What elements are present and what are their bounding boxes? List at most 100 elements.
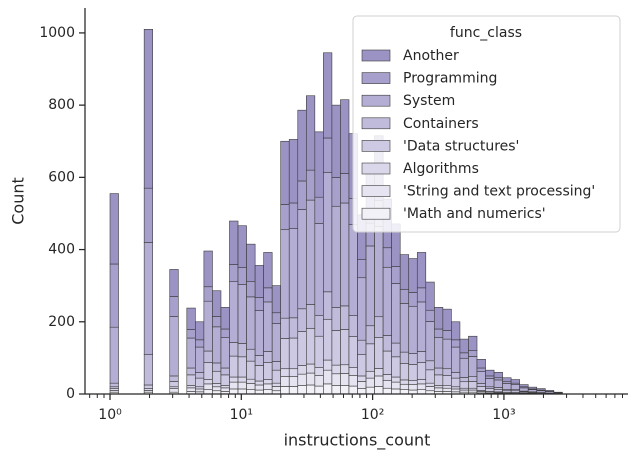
bar-segment: [314, 375, 324, 387]
bar-segment: [408, 353, 418, 365]
bar-segment: [451, 388, 461, 393]
bar-segment: [434, 307, 444, 330]
bar-segment: [263, 383, 273, 390]
bar-segment: [263, 351, 273, 363]
bar-segment: [408, 258, 418, 293]
bar-segment: [468, 389, 478, 393]
legend-label: System: [403, 93, 455, 109]
legend-box: [352, 15, 621, 233]
bar-segment: [195, 339, 205, 348]
bar-segment: [425, 382, 435, 387]
bar-segment: [408, 364, 418, 381]
bar-segment: [510, 379, 520, 384]
bar-segment: [391, 266, 401, 284]
bar-segment: [399, 383, 410, 390]
bar-segment: [425, 386, 435, 392]
bar-segment: [323, 359, 333, 371]
bar-segment: [203, 383, 213, 390]
bar-segment: [502, 377, 512, 383]
bar-segment: [288, 317, 299, 339]
legend-label: 'Math and numerics': [403, 206, 546, 222]
bar-segment: [348, 315, 358, 337]
bar-segment: [476, 359, 486, 369]
bar-segment: [195, 377, 205, 388]
bar-segment: [186, 307, 196, 330]
bar-segment: [246, 383, 256, 390]
legend-swatch: [361, 207, 391, 220]
bar-segment: [365, 377, 375, 388]
bar-segment: [280, 368, 290, 377]
bar-segment: [348, 385, 358, 395]
bar-segment: [493, 379, 503, 388]
bar-segment: [468, 335, 478, 351]
bar-segment: [297, 373, 307, 386]
bar-segment: [246, 389, 256, 395]
bar-segment: [220, 307, 230, 330]
bar-segment: [254, 265, 264, 298]
bar-segment: [485, 388, 495, 392]
bar-segment: [263, 379, 273, 385]
bar-segment: [297, 331, 307, 366]
bar-segment: [382, 335, 392, 352]
bar-segment: [280, 317, 290, 339]
x-tick-label: 10³: [492, 407, 515, 423]
bar-segment: [365, 386, 375, 395]
bar-segment: [263, 301, 273, 352]
legend-swatch: [361, 117, 391, 130]
bar-segment: [314, 335, 324, 368]
bar-segment: [536, 388, 546, 391]
bar-segment: [510, 384, 520, 390]
bar-segment: [425, 281, 435, 311]
bar-segment: [519, 387, 529, 392]
bar-segment: [340, 385, 350, 395]
bar-segment: [391, 356, 401, 378]
bar-segment: [169, 269, 179, 297]
bar-segment: [220, 374, 230, 386]
legend-swatch: [361, 140, 391, 152]
bar-segment: [314, 196, 324, 224]
bar-segment: [416, 252, 427, 289]
bar-segment: [254, 310, 264, 356]
bar-segment: [485, 378, 495, 388]
bar-segment: [493, 372, 503, 379]
bar-segment: [271, 285, 281, 314]
bar-segment: [331, 205, 341, 308]
bar-segment: [288, 139, 299, 204]
bar-segment: [220, 337, 230, 369]
bar-segment: [254, 380, 264, 386]
bar-segment: [399, 254, 410, 290]
bar-segment: [357, 354, 367, 377]
bar-segment: [220, 367, 230, 376]
bar-segment: [434, 374, 444, 386]
bar-segment: [237, 343, 247, 358]
bar-segment: [416, 351, 427, 363]
bar-segment: [416, 379, 427, 385]
bar-segment: [314, 367, 324, 376]
bar-segment: [254, 384, 264, 391]
bar-segment: [459, 357, 469, 378]
bar-segment: [143, 353, 153, 386]
bar-segment: [416, 287, 427, 303]
bar-segment: [476, 367, 486, 372]
bar-segment: [348, 336, 358, 368]
x-axis-label: instructions_count: [284, 431, 431, 451]
bar-segment: [271, 382, 281, 387]
bar-segment: [297, 180, 307, 210]
bar-segment: [357, 388, 367, 395]
bar-segment: [382, 374, 392, 381]
legend-swatch: [361, 72, 391, 84]
bar-segment: [391, 381, 401, 390]
bar-segment: [476, 371, 486, 384]
bar-segment: [271, 361, 281, 371]
bar-segment: [391, 342, 401, 358]
bar-segment: [203, 250, 213, 288]
y-axis-label: Count: [9, 177, 28, 225]
bar-segment: [246, 360, 256, 380]
bar-segment: [109, 263, 119, 328]
bar-segment: [527, 386, 538, 390]
bar-segment: [434, 337, 444, 369]
bar-segment: [365, 370, 375, 379]
bar-segment: [186, 385, 196, 389]
bar-segment: [229, 281, 239, 343]
y-tick-label: 800: [48, 97, 75, 113]
